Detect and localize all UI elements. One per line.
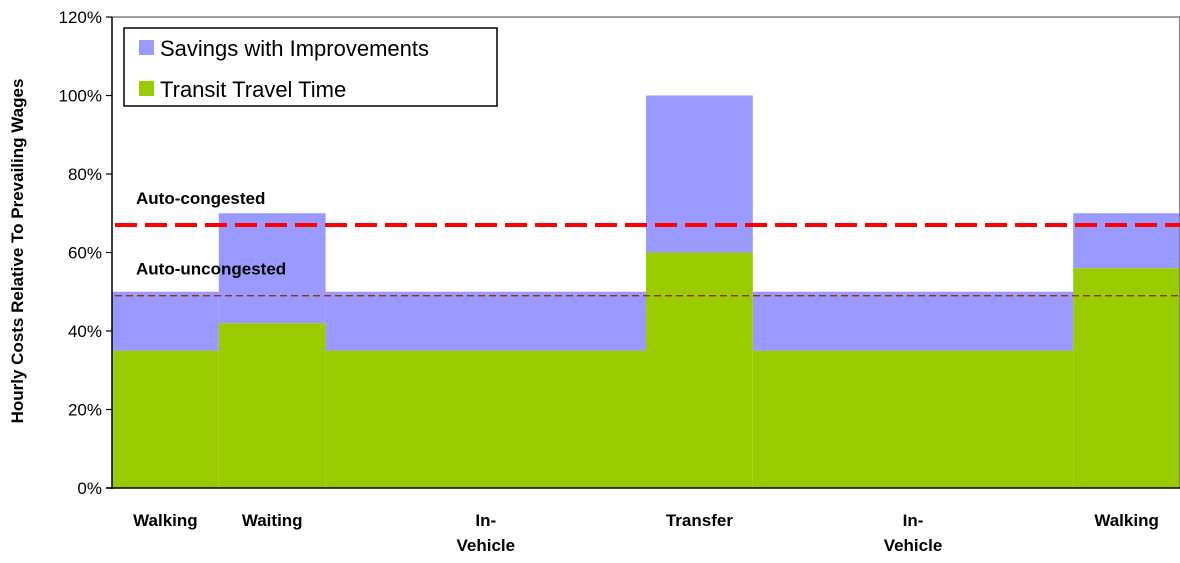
axes-layer: 0% 20% 40% 60% 80% 100% 120% Walking Waiting In- V… (59, 8, 1180, 555)
reference-label-auto-congested: Auto-congested (136, 189, 265, 208)
legend: Savings with Improvements Transit Travel … (123, 27, 498, 107)
bar-transit-travel-time-3 (646, 252, 753, 488)
y-tick-label: 100% (59, 87, 102, 106)
x-tick-label: Waiting (242, 511, 303, 530)
y-tick-label: 120% (59, 8, 102, 27)
x-tick-label: Walking (133, 511, 198, 530)
bar-transit-travel-time-5 (1073, 268, 1180, 488)
y-tick-label: 80% (68, 165, 102, 184)
x-tick-label: Transfer (666, 511, 733, 530)
bar-savings-1 (218, 213, 326, 324)
y-tick-label: 60% (68, 244, 102, 263)
bar-transit-travel-time-0 (112, 350, 219, 488)
bars-layer (112, 95, 1180, 488)
legend-label: Savings with Improvements (160, 36, 429, 61)
bar-savings-4 (752, 291, 1074, 351)
bar-savings-0 (112, 291, 219, 351)
legend-swatch (139, 40, 154, 55)
bar-transit-travel-time-2 (325, 350, 646, 488)
x-tick-label: Vehicle (456, 536, 515, 555)
y-tick-label: 0% (77, 479, 102, 498)
y-axis-label: Hourly Costs Relative To Prevailing Wage… (8, 79, 27, 424)
y-tick-label: 40% (68, 322, 102, 341)
x-tick-label: Walking (1094, 511, 1159, 530)
legend-label: Transit Travel Time (160, 77, 346, 102)
reference-lines-layer: Auto-congested Auto-uncongested (115, 189, 1180, 297)
bar-transit-travel-time-1 (218, 323, 326, 488)
bar-savings-5 (1073, 213, 1180, 269)
bar-savings-2 (325, 291, 646, 351)
x-tick-label: In- (475, 511, 496, 530)
legend-swatch (139, 81, 154, 96)
x-tick-label: In- (903, 511, 924, 530)
bar-savings-3 (646, 95, 753, 253)
x-tick-label: Vehicle (884, 536, 943, 555)
y-tick-label: 20% (68, 401, 102, 420)
reference-label-auto-uncongested: Auto-uncongested (136, 260, 286, 279)
legend-box (123, 27, 498, 107)
bar-transit-travel-time-4 (752, 350, 1074, 488)
